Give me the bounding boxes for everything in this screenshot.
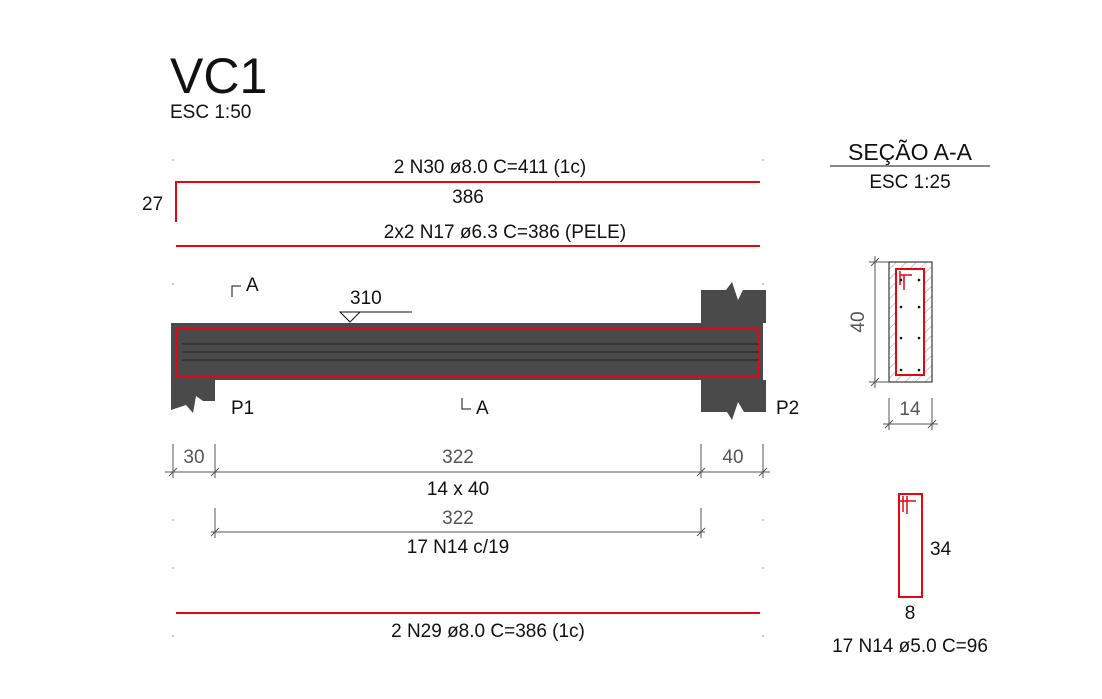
section-mark-top-symbol [231,285,241,297]
drawing-title: VC1 [170,48,267,104]
section-mark-bottom-symbol [461,398,471,410]
support-left-label: P1 [231,398,254,419]
section-height: 40 [848,311,869,332]
level-triangle [338,311,362,323]
stirrup-detail [898,493,923,598]
top-bar-hook: 27 [142,194,163,215]
skin-bar-label: 2x2 N17 ø6.3 C=386 (PELE) [384,222,626,243]
dim-left: 30 [183,447,204,468]
support-right-label: P2 [776,398,799,419]
stirrup-detail-height: 34 [930,539,952,560]
top-bar-line [175,181,760,222]
dimension-line-stirrups [210,508,706,538]
dim-stirrup-span: 322 [442,508,474,529]
cross-section [888,261,933,383]
dim-span: 322 [442,447,474,468]
bottom-bar-label: 2 N29 ø8.0 C=386 (1c) [391,621,585,642]
beam-size: 14 x 40 [427,479,489,500]
section-scale: ESC 1:25 [869,172,950,193]
beam-rebars [175,327,760,377]
grid-dots [172,159,764,637]
stirrup-detail-width: 8 [905,603,916,624]
beam-body [171,282,766,420]
section-width-dimension [883,398,938,430]
level-label: 310 [350,288,382,309]
dim-right: 40 [722,447,743,468]
section-mark-top: A [246,275,259,296]
stirrup-detail-label: 17 N14 ø5.0 C=96 [832,636,988,657]
section-mark-bottom: A [476,398,489,419]
dimension-line-supports [165,444,770,478]
stirrups-label: 17 N14 c/19 [407,537,509,558]
drawing-scale: ESC 1:50 [170,102,251,123]
top-bar-length: 386 [452,187,484,208]
section-width: 14 [899,399,921,420]
section-height-dimension [869,256,889,388]
section-title: SEÇÃO A-A [848,139,973,165]
top-bar-label: 2 N30 ø8.0 C=411 (1c) [394,157,586,178]
